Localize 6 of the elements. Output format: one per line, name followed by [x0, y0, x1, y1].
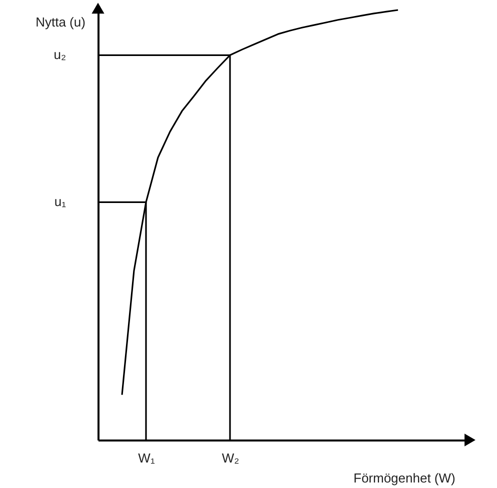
- text: u₁: [54, 194, 67, 210]
- x-axis-title: Förmögenhet (W): [354, 470, 456, 486]
- x-tick-label: W₁: [138, 450, 156, 466]
- text: u₂: [54, 47, 66, 62]
- x-tick-label: W₂: [222, 450, 240, 466]
- y-axis-title: Nytta (u): [36, 14, 86, 30]
